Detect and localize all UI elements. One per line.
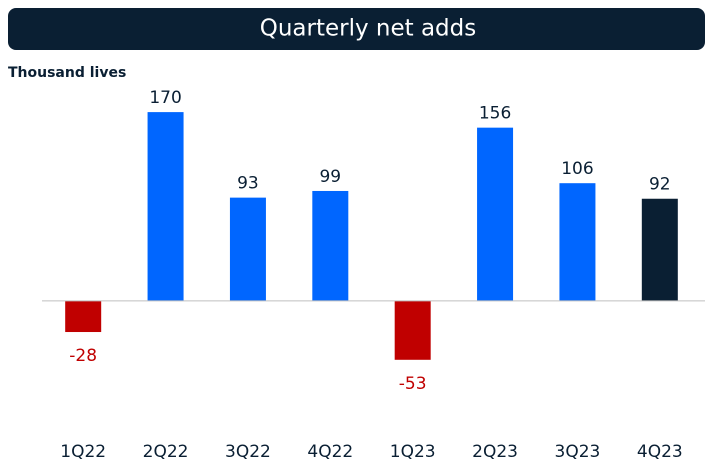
- data-label: 99: [319, 167, 341, 187]
- data-label: 156: [479, 104, 511, 124]
- x-tick-label: 3Q22: [225, 442, 271, 462]
- data-label: 92: [649, 175, 671, 195]
- bar: [65, 300, 102, 333]
- data-label: 93: [237, 174, 259, 194]
- x-tick-label: 3Q23: [555, 442, 601, 462]
- bar: [229, 197, 266, 301]
- data-label: 106: [561, 159, 593, 179]
- bar: [559, 183, 596, 301]
- data-label: 170: [149, 88, 181, 108]
- bar: [394, 300, 431, 360]
- bar: [477, 127, 514, 301]
- x-tick-label: 4Q22: [307, 442, 353, 462]
- x-tick-label: 4Q23: [637, 442, 683, 462]
- x-tick-label: 2Q22: [143, 442, 189, 462]
- data-label: -53: [399, 374, 427, 394]
- y-axis-label: Thousand lives: [8, 65, 126, 81]
- bar: [641, 198, 678, 301]
- x-tick-label: 2Q23: [472, 442, 518, 462]
- bar: [312, 190, 349, 301]
- x-tick-label: 1Q23: [390, 442, 436, 462]
- bar: [147, 112, 184, 301]
- x-tick-label: 1Q22: [60, 442, 106, 462]
- data-label: -28: [69, 346, 97, 366]
- title-banner: [8, 8, 705, 50]
- chart-title: Quarterly net adds: [260, 16, 477, 42]
